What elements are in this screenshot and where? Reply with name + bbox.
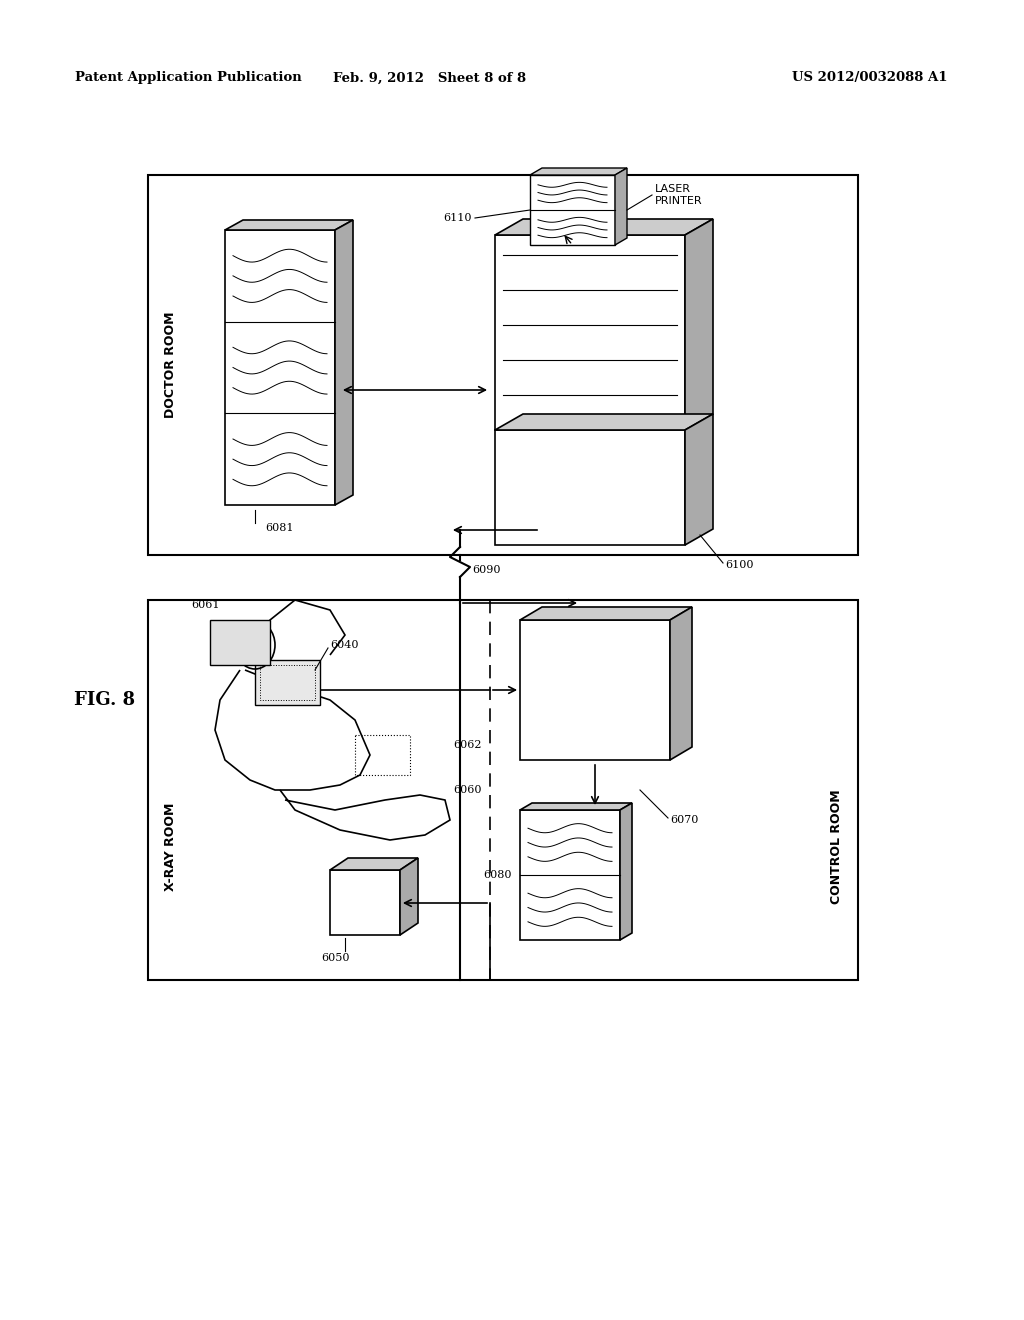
Text: 6060: 6060	[454, 785, 482, 795]
Text: US 2012/0032088 A1: US 2012/0032088 A1	[793, 71, 948, 84]
Text: 6090: 6090	[472, 565, 501, 576]
Bar	[210, 620, 270, 665]
Text: 6062: 6062	[454, 741, 482, 750]
Text: 6061: 6061	[190, 601, 219, 610]
Polygon shape	[225, 220, 353, 230]
Polygon shape	[520, 620, 670, 760]
Polygon shape	[225, 230, 335, 506]
Text: CONTROL ROOM: CONTROL ROOM	[829, 789, 843, 904]
Bar	[255, 660, 319, 705]
Polygon shape	[620, 803, 632, 940]
Polygon shape	[330, 858, 418, 870]
Polygon shape	[615, 168, 627, 246]
Polygon shape	[400, 858, 418, 935]
Polygon shape	[685, 219, 713, 430]
Text: 6070: 6070	[670, 814, 698, 825]
Polygon shape	[520, 803, 632, 810]
Text: DOCTOR ROOM: DOCTOR ROOM	[164, 312, 176, 418]
Polygon shape	[670, 607, 692, 760]
Text: 6081: 6081	[266, 523, 294, 533]
Polygon shape	[495, 219, 713, 235]
Text: 6100: 6100	[725, 560, 754, 570]
Polygon shape	[520, 607, 692, 620]
Polygon shape	[685, 414, 713, 545]
Bar	[148, 176, 858, 554]
Polygon shape	[520, 810, 620, 940]
Text: Patent Application Publication: Patent Application Publication	[75, 71, 302, 84]
Polygon shape	[335, 220, 353, 506]
Polygon shape	[530, 176, 615, 246]
Polygon shape	[495, 430, 685, 545]
Polygon shape	[495, 414, 713, 430]
Text: 6080: 6080	[483, 870, 512, 880]
Bar	[148, 601, 858, 979]
Polygon shape	[495, 235, 685, 430]
Text: 6110: 6110	[443, 213, 472, 223]
Polygon shape	[330, 870, 400, 935]
Bar	[260, 665, 315, 700]
Text: X-RAY ROOM: X-RAY ROOM	[164, 803, 176, 891]
Text: LASER
PRINTER: LASER PRINTER	[655, 185, 702, 206]
Text: Feb. 9, 2012   Sheet 8 of 8: Feb. 9, 2012 Sheet 8 of 8	[334, 71, 526, 84]
Polygon shape	[530, 168, 627, 176]
Text: 6040: 6040	[330, 640, 358, 649]
Bar	[355, 735, 410, 775]
Text: FIG. 8: FIG. 8	[75, 690, 135, 709]
Text: 6050: 6050	[321, 953, 349, 964]
